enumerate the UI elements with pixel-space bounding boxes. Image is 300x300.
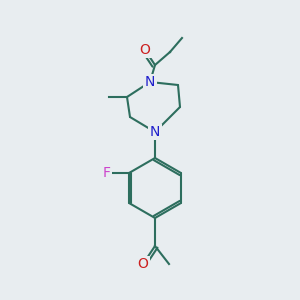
Text: N: N [150, 125, 160, 139]
Text: N: N [145, 75, 155, 89]
Text: F: F [103, 166, 111, 180]
Text: O: O [140, 43, 150, 57]
Text: O: O [138, 257, 148, 271]
